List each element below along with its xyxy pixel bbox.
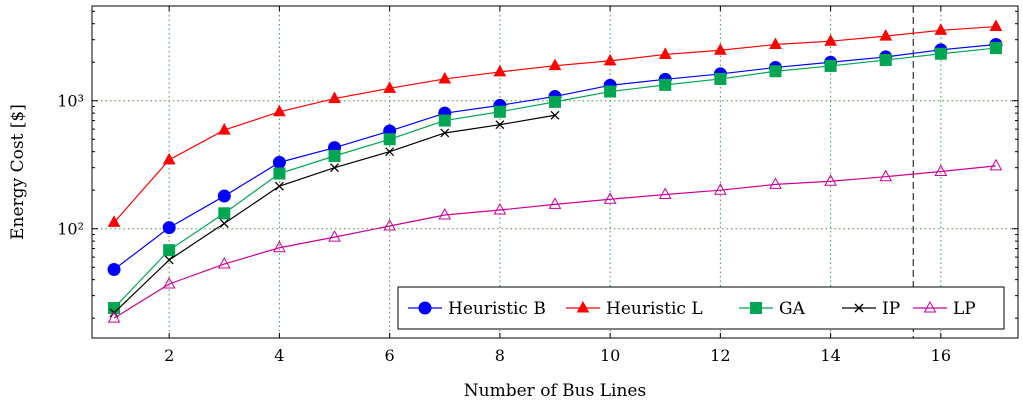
x-tick-label: 10 [600, 346, 620, 365]
data-point-heuristic-l [824, 34, 837, 46]
data-point-ip [385, 147, 395, 157]
data-point-heuristic-l [658, 47, 672, 59]
legend-label: Heuristic B [448, 299, 546, 319]
y-tick-label: 10² [57, 220, 84, 239]
data-point-heuristic-l [603, 53, 617, 66]
data-point-heuristic-l [162, 152, 176, 165]
data-point-ip [219, 218, 229, 228]
series-layer [107, 19, 1003, 323]
data-point-heuristic-b [272, 155, 286, 169]
data-point-lp [824, 174, 837, 186]
data-point-heuristic-l [989, 19, 1003, 32]
x-tick-label: 8 [495, 346, 505, 365]
data-point-heuristic-l [714, 43, 727, 55]
data-point-ga [989, 42, 1002, 55]
legend-entry-lp: LP [913, 299, 976, 319]
data-point-ga [879, 54, 892, 67]
series-ga [108, 42, 1002, 315]
data-point-heuristic-l [438, 71, 452, 84]
data-point-lp [879, 169, 893, 182]
data-point-heuristic-l [107, 215, 121, 227]
data-point-heuristic-l [493, 64, 507, 77]
legend-label: Heuristic L [606, 299, 703, 319]
data-point-ga [273, 167, 286, 180]
data-point-ga [714, 72, 727, 85]
axis-ticks: 2 4 6 8 10 12 14 16 10² 10³ [57, 6, 1018, 365]
data-point-lp [603, 192, 617, 204]
data-point-lp [714, 183, 727, 195]
data-point-heuristic-b [162, 221, 176, 235]
data-point-ga [218, 207, 231, 220]
data-point-ip [440, 128, 450, 138]
data-point-lp [989, 158, 1003, 171]
x-tick-label: 2 [164, 346, 174, 365]
legend: Heuristic B Heuristic L GA IP LP [397, 286, 1005, 330]
data-point-lp [217, 256, 231, 269]
plot-frame [91, 5, 1019, 339]
data-point-ga [549, 95, 561, 108]
legend-entry-ip: IP [842, 299, 900, 319]
data-point-ip [550, 110, 560, 120]
legend-label: LP [953, 299, 976, 319]
legend-marker-heuristic-l [576, 300, 590, 313]
data-point-lp [438, 207, 452, 220]
legend-label: IP [882, 299, 900, 319]
data-point-ga [383, 133, 396, 146]
data-point-ip [495, 120, 505, 130]
data-point-lp [107, 311, 121, 323]
x-tick-label: 4 [274, 346, 284, 365]
data-point-ga [328, 150, 341, 163]
data-point-lp [273, 240, 286, 253]
legend-marker-ip [854, 303, 864, 313]
legend-box [397, 286, 1005, 330]
data-point-lp [493, 202, 507, 215]
data-point-heuristic-l [548, 58, 562, 71]
x-tick-label: 6 [385, 346, 395, 365]
data-point-ga [824, 59, 837, 72]
legend-entry-ga: GA [739, 299, 806, 319]
data-point-ip [330, 163, 339, 173]
series-lp [107, 158, 1003, 323]
x-tick-label: 16 [931, 346, 951, 365]
y-tick-label: 10³ [57, 92, 84, 111]
data-point-lp [162, 276, 176, 289]
x-tick-label: 12 [710, 346, 730, 365]
legend-marker-ga [750, 302, 762, 314]
data-point-lp [383, 218, 396, 231]
data-point-lp [548, 197, 562, 209]
data-point-heuristic-l [217, 123, 231, 135]
data-point-heuristic-l [879, 29, 893, 41]
legend-entry-heuristic-l: Heuristic L [566, 299, 703, 319]
data-point-heuristic-l [383, 81, 396, 93]
legend-entry-heuristic-b: Heuristic B [408, 299, 546, 319]
data-point-ga [604, 85, 617, 98]
x-tick-label: 14 [820, 346, 840, 365]
data-point-lp [658, 187, 672, 200]
data-point-lp [769, 177, 782, 189]
data-point-heuristic-l [769, 37, 782, 50]
legend-marker-heuristic-b [418, 301, 432, 315]
series-line-lp [113, 165, 997, 319]
series-heuristic-l [107, 19, 1003, 227]
data-point-heuristic-l [328, 91, 341, 104]
data-point-ga [934, 47, 947, 60]
data-point-ga [438, 114, 451, 127]
data-point-lp [934, 164, 948, 176]
legend-marker-lp [923, 300, 937, 313]
data-point-ip [164, 255, 174, 265]
data-point-ga [659, 78, 672, 91]
data-point-ip [274, 181, 284, 191]
data-point-heuristic-b [107, 263, 121, 277]
legend-label: GA [779, 299, 806, 319]
data-point-heuristic-l [934, 23, 948, 35]
data-point-heuristic-b [217, 189, 231, 203]
data-point-lp [328, 230, 341, 242]
x-axis-label: Number of Bus Lines [464, 381, 646, 401]
y-axis-label: Energy Cost [$] [8, 104, 28, 240]
data-point-ga [769, 65, 782, 78]
data-point-ga [493, 105, 506, 118]
data-point-ga [163, 244, 176, 257]
data-point-heuristic-l [273, 104, 286, 117]
